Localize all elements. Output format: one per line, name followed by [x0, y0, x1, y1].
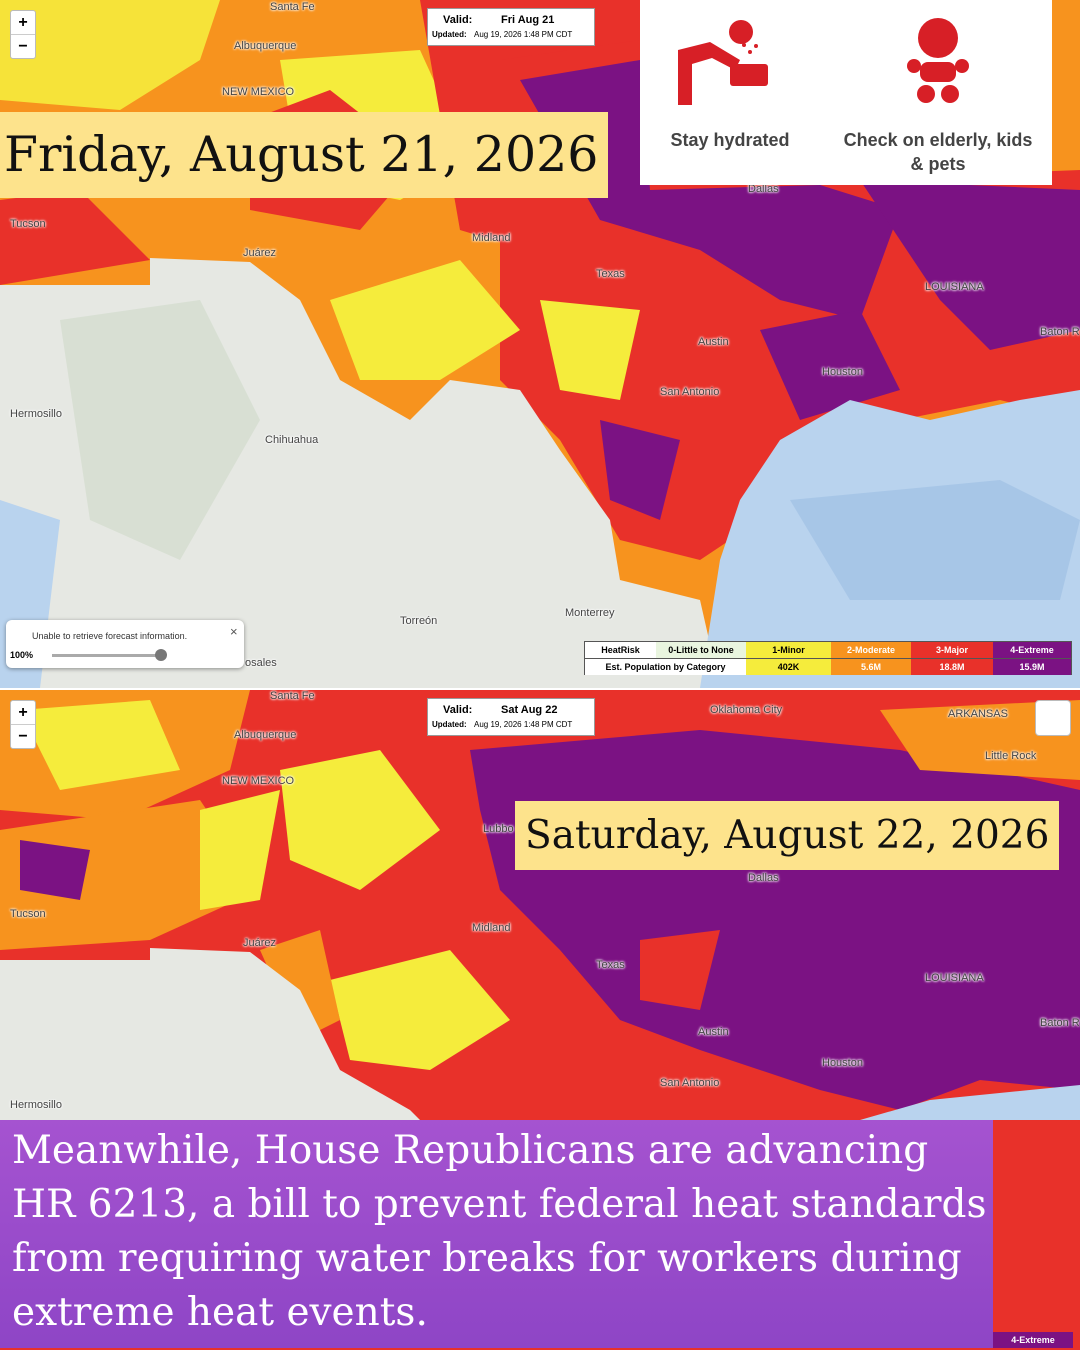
place-label: Juárez [243, 937, 277, 949]
place-label: Dallas [748, 183, 779, 195]
popup: Unable to retrieve forecast information.… [6, 620, 244, 668]
valid-box: Valid: Fri Aug 21 Updated: Aug 19, 2026 … [427, 8, 595, 46]
tip-icons [678, 18, 969, 105]
place-label: Hermosillo [10, 1099, 62, 1111]
place-label: San Antonio [660, 386, 720, 398]
updated-time: Aug 19, 2026 1:48 PM CDT [474, 30, 573, 39]
place-label: Chihuahua [265, 434, 319, 446]
legend-header: 0-Little to None [656, 642, 746, 658]
place-label: Santa Fe [270, 690, 315, 702]
popup-close[interactable]: × [230, 624, 238, 639]
place-label: San Antonio [660, 1077, 720, 1089]
legend-header: 3-Major [911, 642, 993, 658]
place-label: Texas [596, 959, 625, 971]
opacity-value: 100% [10, 650, 34, 660]
place-label: Houston [822, 1057, 863, 1069]
tip-text: Check on elderly, kids & pets [843, 130, 1033, 174]
place-label: Baton R [1040, 326, 1080, 338]
place-label: Baton R [1040, 1017, 1080, 1029]
zoom-control: + − [10, 700, 36, 749]
place-label: Texas [596, 268, 625, 280]
date-banner: Friday, August 21, 2026 [0, 112, 609, 198]
valid-label: Valid: [443, 704, 473, 716]
updated-label: Updated: [432, 720, 467, 729]
place-label: NEW MEXICO [222, 86, 295, 98]
place-label: Juárez [243, 247, 277, 259]
valid-date: Fri Aug 21 [501, 14, 555, 26]
population-value: 402K [746, 658, 831, 675]
legend-header: HeatRisk [585, 642, 656, 658]
legend-fragment: 4-Extreme [993, 1332, 1073, 1348]
updated-time: Aug 19, 2026 1:48 PM CDT [474, 720, 573, 729]
population-label: Est. Population by Category [585, 658, 746, 675]
place-label: Midland [472, 922, 511, 934]
place-label: Oklahoma City [710, 704, 783, 716]
zoom-control: + − [10, 10, 36, 59]
place-label: LOUISIANA [925, 281, 984, 293]
place-label: osales [245, 657, 277, 669]
legend-header: 4-Extreme [993, 642, 1071, 658]
updated-label: Updated: [432, 30, 467, 39]
tip-text: Stay hydrated [670, 130, 790, 150]
place-label: Hermosillo [10, 408, 62, 420]
place-label: ARKANSAS [948, 708, 1008, 720]
map-panel: + − Valid: Fri Aug 21 Updated: Aug 19, 2… [0, 0, 1080, 688]
place-label: Santa Fe [270, 1, 315, 13]
place-label: Houston [822, 366, 863, 378]
place-label: LOUISIANA [925, 972, 984, 984]
valid-label: Valid: [443, 14, 473, 26]
date-banner: Saturday, August 22, 2026 [515, 801, 1060, 870]
population-value: 15.9M [993, 658, 1071, 675]
legend-header: 2-Moderate [831, 642, 911, 658]
place-label: Midland [472, 232, 511, 244]
place-label: Albuquerque [234, 729, 297, 741]
legend: HeatRisk 0-Little to None 1-Minor 2-Mode… [584, 641, 1072, 675]
place-label: Austin [698, 1026, 729, 1038]
layers-button[interactable] [1035, 700, 1071, 736]
legend-header: 1-Minor [746, 642, 831, 658]
opacity-slider[interactable] [52, 654, 164, 657]
caption: Meanwhile, House Republicans are advanci… [0, 1120, 993, 1348]
place-label: Austin [698, 336, 729, 348]
place-label: Tucson [10, 908, 46, 920]
place-label: Tucson [10, 218, 46, 230]
place-label: NEW MEXICO [222, 775, 295, 787]
tips-panel: Stay hydrated Check on elderly, kids & p… [640, 0, 1052, 185]
place-label: Lubbo [483, 823, 514, 835]
popup-message: Unable to retrieve forecast information. [32, 631, 188, 641]
valid-box: Valid: Sat Aug 22 Updated: Aug 19, 2026 … [427, 698, 595, 736]
population-value: 18.8M [911, 658, 993, 675]
place-label: Torreón [400, 615, 438, 627]
place-label: Monterrey [565, 607, 615, 619]
slider-handle[interactable] [155, 649, 167, 661]
place-label: Albuquerque [234, 40, 297, 52]
zoom-out[interactable]: − [11, 34, 35, 58]
zoom-in[interactable]: + [18, 704, 28, 721]
valid-date: Sat Aug 22 [501, 704, 558, 716]
zoom-out[interactable]: − [11, 724, 35, 748]
place-label: Little Rock [985, 750, 1037, 762]
population-value: 5.6M [831, 658, 911, 675]
place-label: Dallas [748, 872, 779, 884]
zoom-in[interactable]: + [18, 14, 28, 31]
